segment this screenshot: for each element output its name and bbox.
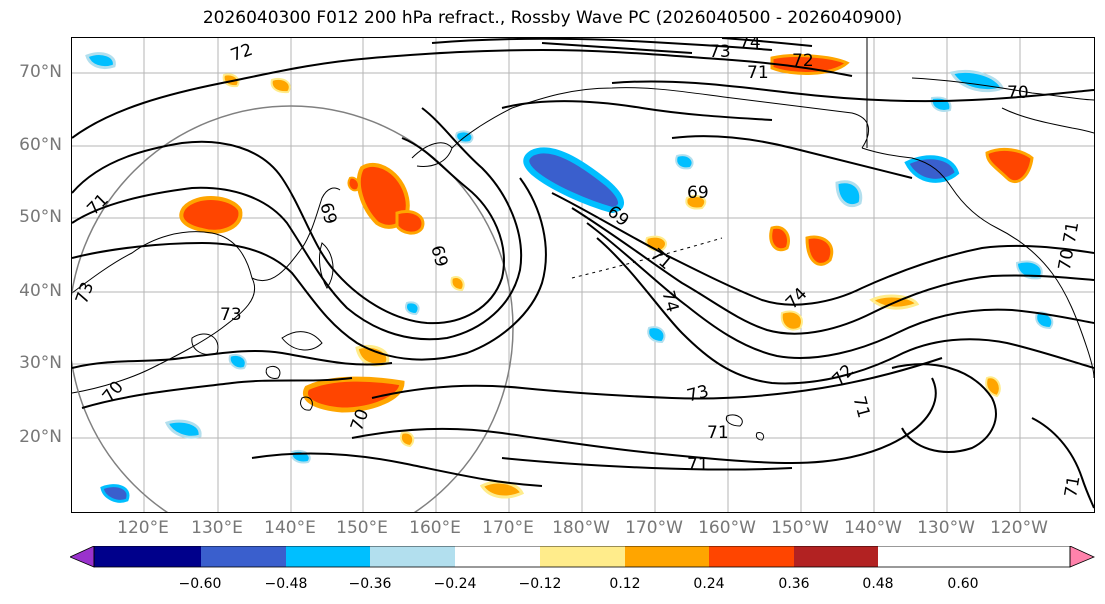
lon-label: 120°E [117, 518, 169, 538]
positive-anomaly-shading [179, 54, 1034, 499]
coastlines [72, 38, 1094, 441]
contour-label: 71 [849, 394, 874, 420]
colorbar-segment [625, 546, 709, 567]
map-title: 2026040300 F012 200 hPa refract., Rossby… [202, 8, 903, 28]
map-canvas: 72 73 74 72 71 70 71 69 69 69 69 71 74 7… [72, 38, 1094, 512]
colorbar-tick-label: −0.60 [178, 576, 222, 592]
contour-label: 69 [426, 243, 451, 269]
graticule [72, 38, 1094, 512]
colorbar-tick-label: −0.24 [433, 576, 477, 592]
lat-label: 60°N [19, 135, 62, 155]
contour-label: 74 [782, 284, 811, 313]
lon-label: 180°W [552, 518, 610, 538]
colorbar-outline [93, 546, 1071, 568]
colorbar-segment [455, 546, 540, 567]
colorbar-min-extension [70, 546, 95, 568]
contour-label: 69 [687, 183, 709, 203]
lon-label: 130°E [191, 518, 243, 538]
colorbar-segment [794, 546, 878, 567]
lat-label: 70°N [19, 62, 62, 82]
contour-label: 71 [1060, 220, 1083, 245]
lat-label: 40°N [19, 281, 62, 301]
contour-label: 74 [657, 288, 682, 314]
colorbar-tick-label: −0.12 [518, 576, 562, 592]
contour-label: 72 [228, 40, 255, 66]
colorbar-tick-label: 0.36 [778, 576, 810, 592]
colorbar-tick-label: −0.48 [264, 576, 308, 592]
colorbar-segment [709, 546, 794, 567]
contour-label-group: 72 73 74 72 71 70 71 69 69 69 69 71 74 7… [72, 38, 1084, 499]
lon-label: 160°E [409, 518, 461, 538]
lon-label: 130°W [917, 518, 975, 538]
colorbar-max-extension [1069, 546, 1095, 568]
colorbar-tick-label: 0.24 [693, 576, 725, 592]
contour-label: 70 [1055, 247, 1078, 272]
colorbar-segment [94, 546, 201, 567]
contour-label: 73 [220, 305, 242, 325]
contour-label: 71 [747, 63, 769, 83]
contour-label: 70 [1007, 83, 1029, 103]
colorbar-segment [540, 546, 625, 567]
contour-label: 71 [707, 423, 729, 443]
great-circle-ring [72, 105, 514, 512]
lon-label: 150°W [771, 518, 829, 538]
contour-label: 73 [709, 42, 731, 62]
map-panel: 72 73 74 72 71 70 71 69 69 69 69 71 74 7… [71, 37, 1095, 513]
lat-label: 20°N [19, 427, 62, 447]
lon-label: 170°E [482, 518, 534, 538]
lon-label: 140°E [264, 518, 316, 538]
lon-label: 160°W [698, 518, 756, 538]
contour-label: 73 [72, 280, 98, 307]
lon-label: 150°E [336, 518, 388, 538]
colorbar-tick-label: 0.12 [609, 576, 641, 592]
colorbar [70, 546, 1095, 568]
colorbar-segment [201, 546, 286, 567]
colorbar-tick-label: 0.48 [862, 576, 894, 592]
lon-label: 140°W [844, 518, 902, 538]
contour-label: 71 [687, 455, 709, 475]
contour-label: 73 [685, 382, 711, 407]
contour-label: 71 [1061, 474, 1084, 499]
contour-label: 72 [792, 51, 814, 71]
contour-label: 74 [739, 38, 761, 53]
refractivity-contours [72, 38, 1094, 509]
colorbar-tick-label: 0.60 [947, 576, 979, 592]
colorbar-segment [370, 546, 455, 567]
colorbar-tick-label: −0.36 [348, 576, 392, 592]
lat-label: 50°N [19, 207, 62, 227]
colorbar-segments [94, 546, 878, 567]
colorbar-segment [286, 546, 370, 567]
lon-label: 120°W [990, 518, 1048, 538]
lat-label: 30°N [19, 353, 62, 373]
lon-label: 170°W [625, 518, 683, 538]
contour-label: 69 [315, 200, 340, 226]
